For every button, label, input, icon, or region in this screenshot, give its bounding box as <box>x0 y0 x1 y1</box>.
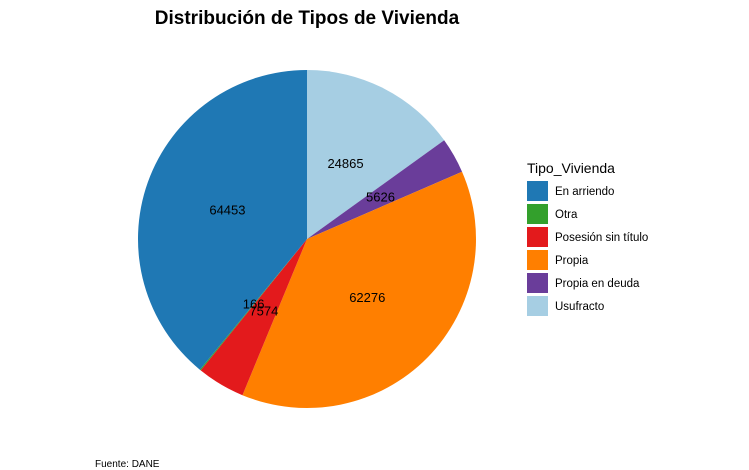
slice-label-propia: 62276 <box>349 290 385 305</box>
legend-label-otra: Otra <box>555 209 578 221</box>
legend-swatch-posesion-sin-titulo <box>527 227 548 247</box>
legend-swatch-otra <box>527 204 548 224</box>
chart-caption: Fuente: DANE <box>95 459 160 470</box>
slice-label-otra: 166 <box>243 297 265 312</box>
legend-swatch-usufracto <box>527 296 548 316</box>
legend-label-en-arriendo: En arriendo <box>555 186 614 198</box>
pie-slice-en-arriendo <box>138 70 307 370</box>
legend-label-usufracto: Usufracto <box>555 301 604 313</box>
legend-title: Tipo_Vivienda <box>527 160 615 176</box>
legend-label-propia-en-deuda: Propia en deuda <box>555 278 640 290</box>
legend: Tipo_Vivienda En arriendo Otra Posesión si… <box>527 160 648 316</box>
slice-label-propia-en-deuda: 5626 <box>366 189 395 204</box>
pie-slice-usufracto <box>307 70 445 239</box>
pie-slice-propia <box>242 171 476 408</box>
slice-label-usufracto: 24865 <box>327 156 363 171</box>
legend-label-propia: Propia <box>555 255 589 267</box>
legend-swatch-propia-en-deuda <box>527 273 548 293</box>
pie-slice-posesion-sin-titulo <box>200 239 307 396</box>
legend-items: En arriendo Otra Posesión sin título Propia… <box>527 181 648 316</box>
legend-label-posesion-sin-titulo: Posesión sin título <box>555 232 648 244</box>
legend-swatch-propia <box>527 250 548 270</box>
slice-label-en-arriendo: 64453 <box>209 203 245 218</box>
pie-slice-otra <box>199 239 307 371</box>
slice-label-posesion-sin-titulo: 7574 <box>249 304 278 319</box>
chart-title: Distribución de Tipos de Vivienda <box>155 8 460 29</box>
pie-slice-propia-en-deuda <box>307 140 463 239</box>
legend-swatch-en-arriendo <box>527 181 548 201</box>
pie-slices <box>138 70 476 408</box>
